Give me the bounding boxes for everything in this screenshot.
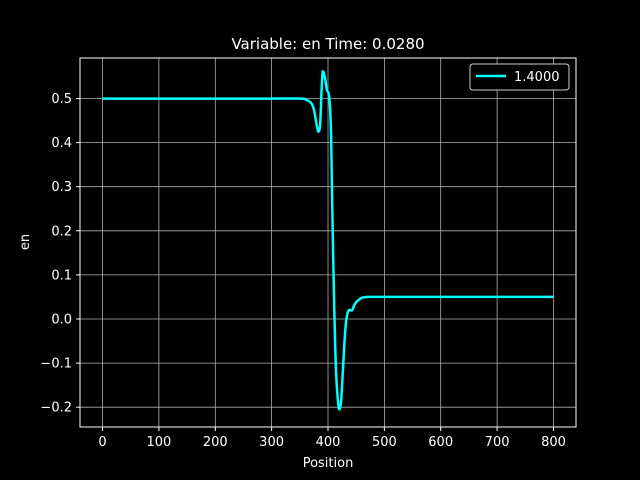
legend-box: [469, 63, 570, 91]
x-tick-label: 700: [485, 435, 510, 450]
chart-title: Variable: en Time: 0.0280: [231, 35, 424, 53]
x-tick-label: 800: [541, 435, 566, 450]
x-tick-label: 500: [372, 435, 397, 450]
y-tick-label: 0.4: [51, 136, 72, 151]
legend: 1.4000: [469, 63, 570, 91]
y-tick-label: 0.3: [51, 180, 72, 195]
y-tick-label: 0.5: [51, 92, 72, 107]
x-tick-label: 200: [203, 435, 228, 450]
x-tick-label: 600: [428, 435, 453, 450]
y-tick-label: 0.1: [51, 268, 72, 283]
series-line-1.4000: [102, 70, 554, 411]
y-tick-label: −0.1: [40, 357, 72, 372]
series-layer: [102, 70, 554, 411]
grid: [80, 58, 576, 427]
x-tick-label: 300: [259, 435, 284, 450]
axis-ticks: 0 100 200 300 400 500 600 700 800 −0.2 −0.1 0.0 0.1 0…: [40, 92, 565, 450]
y-axis-label: en: [18, 234, 33, 250]
x-tick-label: 100: [146, 435, 171, 450]
y-tick-label: 0.0: [51, 313, 72, 328]
x-tick-label: 0: [98, 435, 106, 450]
legend-entry-label: 1.4000: [514, 70, 560, 85]
y-tick-label: −0.2: [40, 401, 72, 416]
x-axis-label: Position: [303, 456, 354, 471]
x-tick-label: 400: [316, 435, 341, 450]
y-tick-label: 0.2: [51, 224, 72, 239]
